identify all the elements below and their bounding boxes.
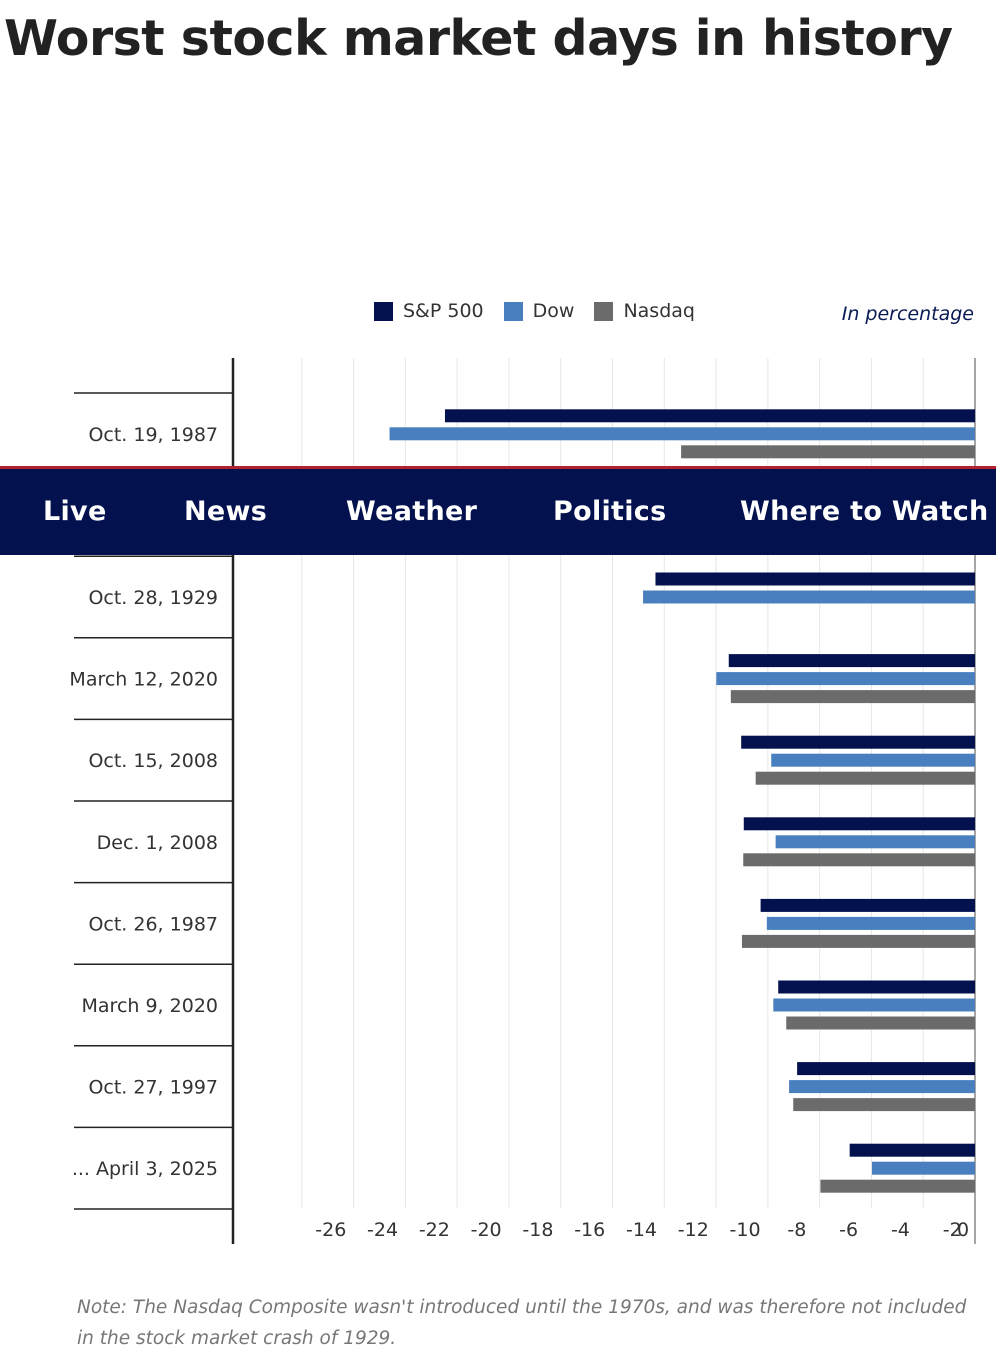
bar-dow xyxy=(871,1161,975,1175)
bar-s-p-500 xyxy=(728,654,975,668)
bar-s-p-500 xyxy=(655,572,975,586)
legend-label-sp500: S&P 500 xyxy=(403,300,484,322)
x-tick-label: -24 xyxy=(367,1219,398,1241)
chart-note: Note: The Nasdaq Composite wasn't introd… xyxy=(77,1297,967,1349)
bar-nasdaq xyxy=(741,934,975,948)
x-tick-label: -2 xyxy=(943,1219,962,1241)
x-tick-label: -12 xyxy=(678,1219,709,1241)
x-tick-label: -26 xyxy=(315,1219,346,1241)
bar-s-p-500 xyxy=(849,1143,975,1157)
unit-label: In percentage xyxy=(841,303,974,325)
x-tick-label: -10 xyxy=(730,1219,761,1241)
bar-s-p-500 xyxy=(741,735,975,749)
bar-dow xyxy=(643,590,975,604)
category-label: March 12, 2020 xyxy=(69,669,218,691)
legend-label-dow: Dow xyxy=(532,300,575,322)
bar-s-p-500 xyxy=(743,817,975,831)
x-tick-label: -8 xyxy=(787,1219,806,1241)
nav-item-politics[interactable]: Politics xyxy=(553,496,667,527)
legend-swatch-dow xyxy=(503,301,523,321)
bar-dow xyxy=(773,998,975,1012)
category-label: Oct. 15, 2008 xyxy=(88,750,218,772)
bar-dow xyxy=(771,753,975,767)
category-label: Oct. 26, 1987 xyxy=(88,913,218,935)
bar-dow xyxy=(389,427,975,441)
bar-nasdaq xyxy=(786,1016,975,1030)
x-tick-label: -14 xyxy=(626,1219,657,1241)
x-tick-label: -6 xyxy=(839,1219,858,1241)
bar-dow xyxy=(775,835,975,849)
nav-item-news[interactable]: News xyxy=(184,496,268,527)
nav-item-weather[interactable]: Weather xyxy=(346,496,478,527)
bar-nasdaq xyxy=(793,1098,975,1112)
category-label: March 9, 2020 xyxy=(82,995,218,1017)
legend-item-sp500: S&P 500 xyxy=(374,300,484,322)
category-label: Oct. 27, 1997 xyxy=(88,1077,218,1099)
bar-nasdaq xyxy=(743,853,975,867)
bar-dow xyxy=(766,916,975,930)
category-label: Dec. 1, 2008 xyxy=(97,832,218,854)
chart-legend: S&P 500 Dow Nasdaq xyxy=(374,300,715,322)
bar-s-p-500 xyxy=(778,980,975,994)
legend-label-nasdaq: Nasdaq xyxy=(623,300,695,322)
bar-nasdaq xyxy=(681,445,975,459)
legend-swatch-nasdaq xyxy=(594,301,614,321)
bar-s-p-500 xyxy=(797,1062,975,1076)
page-title: Worst stock market days in history xyxy=(4,10,953,67)
nav-item-where-to-watch[interactable]: Where to Watch xyxy=(740,496,989,527)
legend-swatch-sp500 xyxy=(374,301,393,321)
x-tick-label: -20 xyxy=(471,1219,502,1241)
bar-nasdaq xyxy=(730,690,975,704)
category-label: Oct. 19, 1987 xyxy=(88,424,218,446)
legend-item-nasdaq: Nasdaq xyxy=(594,300,695,322)
nav-bar: Live News Weather Politics Where to Watc… xyxy=(0,466,996,555)
x-tick-label: -4 xyxy=(891,1219,910,1241)
x-tick-label: -22 xyxy=(419,1219,450,1241)
bar-nasdaq xyxy=(755,771,975,785)
bar-s-p-500 xyxy=(444,409,975,423)
nav-item-live[interactable]: Live xyxy=(43,496,107,527)
bar-dow xyxy=(716,672,975,686)
bar-s-p-500 xyxy=(760,898,975,912)
category-label: Oct. 28, 1929 xyxy=(88,587,218,609)
x-tick-label: -16 xyxy=(574,1219,605,1241)
bar-dow xyxy=(789,1080,975,1094)
x-tick-label: -18 xyxy=(522,1219,553,1241)
category-label: ... April 3, 2025 xyxy=(72,1158,218,1180)
x-tick-label: 0 xyxy=(957,1219,969,1241)
bar-nasdaq xyxy=(820,1179,975,1193)
legend-item-dow: Dow xyxy=(503,300,575,322)
bar-chart: Oct. 19, 1987 Oct. 28, 1929 March 12, 2020… xyxy=(69,358,976,1244)
